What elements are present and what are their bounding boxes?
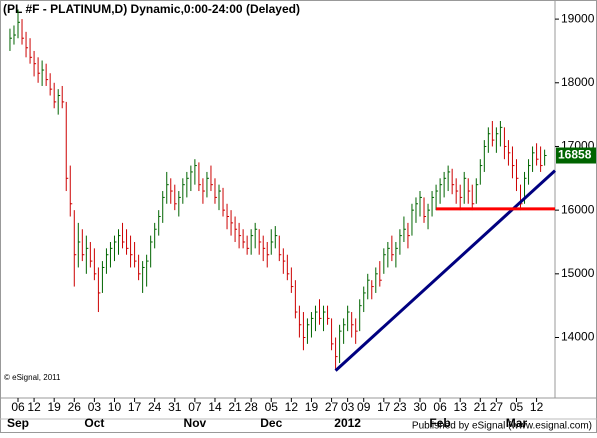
x-tick-label: 07: [188, 400, 202, 414]
x-tick-label: 05: [510, 400, 524, 414]
x-tick-label: 30: [413, 400, 427, 414]
footer: Published by eSignal (www.esignal.com): [412, 421, 592, 432]
y-tick-label: 19000: [561, 11, 595, 25]
month-label: Nov: [184, 416, 207, 430]
x-tick-label: 19: [48, 400, 62, 414]
x-tick-label: 03: [88, 400, 102, 414]
x-tick-label: 24: [148, 400, 162, 414]
x-tick-label: 12: [285, 400, 299, 414]
y-tick-label: 16000: [561, 202, 595, 216]
x-tick-label: 12: [27, 400, 41, 414]
x-tick-label: 27: [325, 400, 339, 414]
x-tick-label: 17: [377, 400, 391, 414]
copyright: © eSignal, 2011: [4, 373, 61, 382]
x-tick-label: 12: [530, 400, 544, 414]
x-tick-label: 13: [454, 400, 468, 414]
month-label: Feb: [429, 416, 450, 430]
y-tick-label: 18000: [561, 75, 595, 89]
month-label: Mar: [506, 416, 528, 430]
month-label: Sep: [7, 416, 29, 430]
x-tick-label: 21: [228, 400, 242, 414]
x-tick-label: 06: [433, 400, 447, 414]
y-tick-label: 15000: [561, 266, 595, 280]
x-tick-label: 27: [490, 400, 504, 414]
x-tick-label: 09: [357, 400, 371, 414]
x-tick-label: 17: [128, 400, 142, 414]
x-tick-label: 31: [168, 400, 182, 414]
x-tick-label: 19: [305, 400, 319, 414]
x-tick-label: 10: [108, 400, 122, 414]
x-tick-label: 23: [393, 400, 407, 414]
chart-title: (PL #F - PLATINUM,D) Dynamic,0:00-24:00 …: [3, 2, 300, 16]
month-label: 2012: [334, 416, 361, 430]
x-tick-label: 21: [474, 400, 488, 414]
x-tick-label: 06: [11, 400, 25, 414]
x-tick-label: 26: [68, 400, 82, 414]
x-tick-label: 14: [208, 400, 222, 414]
y-tick-label: 14000: [561, 330, 595, 344]
month-label: Dec: [260, 416, 282, 430]
last-price-label: 16858: [558, 148, 592, 162]
month-label: Oct: [84, 416, 104, 430]
x-tick-label: 28: [244, 400, 258, 414]
last-price-badge: [556, 147, 596, 164]
x-tick-label: 05: [265, 400, 279, 414]
x-tick-label: 03: [341, 400, 355, 414]
trendline: [334, 169, 557, 372]
